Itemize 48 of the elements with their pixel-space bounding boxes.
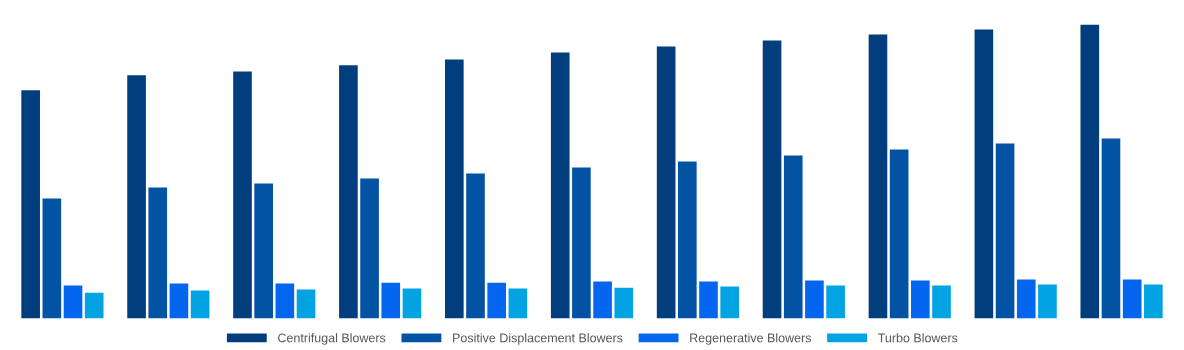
bar xyxy=(402,288,422,319)
bar xyxy=(889,149,909,319)
bar xyxy=(1038,284,1057,319)
bar xyxy=(444,59,464,319)
bar xyxy=(508,288,528,319)
bar xyxy=(1101,138,1121,319)
bar xyxy=(783,155,803,319)
bar xyxy=(148,187,168,319)
bar xyxy=(720,286,740,319)
bar xyxy=(190,290,210,319)
bar xyxy=(127,75,146,319)
bar xyxy=(932,285,951,319)
bar xyxy=(254,183,273,319)
bar xyxy=(233,71,252,319)
bar xyxy=(466,173,485,319)
bar xyxy=(1144,284,1163,319)
bar xyxy=(360,178,379,319)
bar xyxy=(1122,279,1142,319)
bar xyxy=(974,29,994,319)
legend-label: Regenerative Blowers xyxy=(690,333,812,345)
bar xyxy=(805,280,824,319)
legend-label: Turbo Blowers xyxy=(878,333,958,343)
bar xyxy=(911,280,930,319)
bar xyxy=(21,90,40,319)
bar xyxy=(762,40,782,319)
bar xyxy=(1080,24,1100,319)
bar xyxy=(1016,279,1036,319)
legend-label: Centrifugal Blowers xyxy=(278,333,386,345)
bar xyxy=(339,65,358,319)
bar xyxy=(656,46,676,319)
bar xyxy=(572,167,591,319)
bar xyxy=(381,282,401,319)
bar xyxy=(296,289,316,319)
bar xyxy=(868,34,888,319)
bar xyxy=(275,283,295,319)
bar xyxy=(826,285,845,319)
bar xyxy=(550,52,570,319)
legend-label: Positive Displacement Blowers xyxy=(453,333,623,345)
bar xyxy=(995,143,1015,319)
bar xyxy=(84,292,104,319)
bar xyxy=(614,287,634,319)
bar xyxy=(63,285,83,319)
bar xyxy=(678,161,697,319)
bar xyxy=(593,281,612,319)
bar xyxy=(169,283,189,319)
bar xyxy=(699,281,718,319)
bar xyxy=(42,198,62,319)
bar xyxy=(487,282,506,319)
